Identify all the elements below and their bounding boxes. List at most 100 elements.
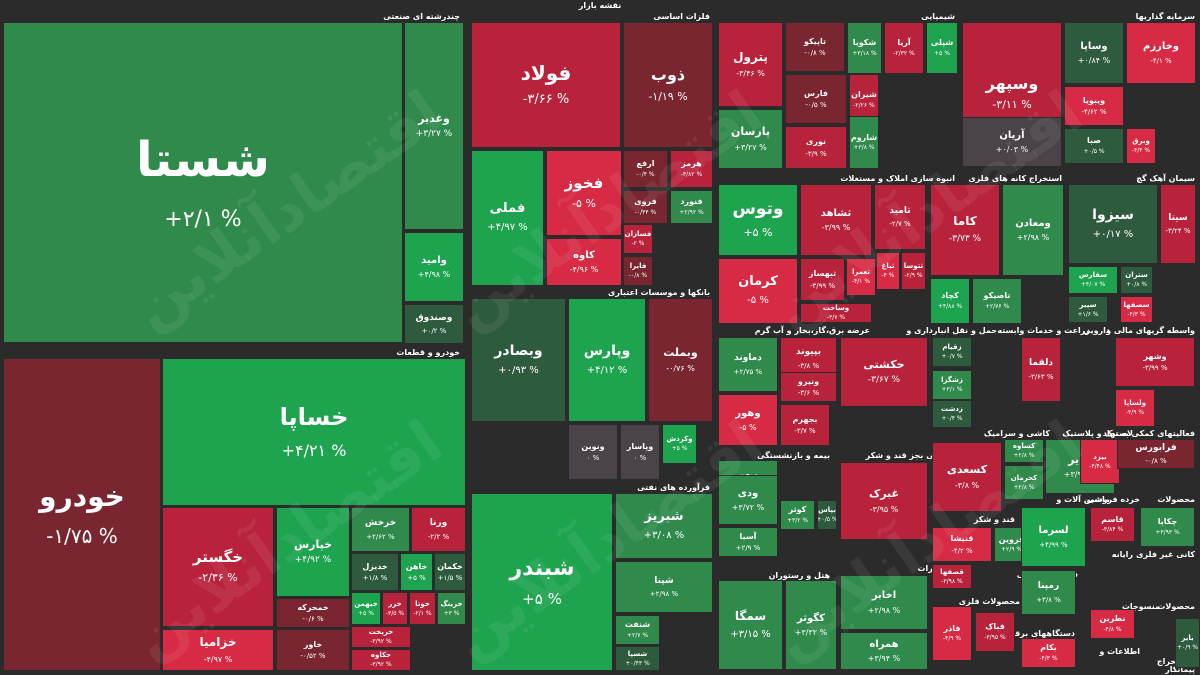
treemap-tile[interactable]: خریخت -۳/۹۲ % <box>351 626 411 648</box>
treemap-tile[interactable]: خگستر -۲/۳۶ % <box>162 507 274 627</box>
treemap-tile[interactable]: فروی -۰/۴۴ % <box>623 190 668 224</box>
treemap-tile[interactable]: خساپا +۴/۲۱ % <box>162 358 466 506</box>
treemap-tile[interactable]: آریا -۲/۳۲ % <box>884 22 924 74</box>
treemap-tile[interactable]: وبصادر +۰/۹۳ % <box>471 298 566 422</box>
treemap-tile[interactable]: پارسان +۳/۲۷ % <box>718 109 783 169</box>
treemap-tile[interactable]: ذوب -۱/۱۹ % <box>623 22 713 148</box>
treemap-tile[interactable]: خاهن +۵ % <box>400 553 433 591</box>
treemap-tile[interactable]: خپارس +۴/۹۲ % <box>276 507 350 597</box>
treemap-tile[interactable]: بایر +۰/۹ % <box>1175 618 1200 668</box>
treemap-tile[interactable]: خرخش +۲/۶۲ % <box>351 507 410 552</box>
treemap-tile[interactable]: فرابورس -۰/۸ % <box>1117 439 1195 469</box>
treemap-tile[interactable]: فباک -۳/۹۵ % <box>975 612 1015 652</box>
treemap-tile[interactable]: رمپنا +۳/۸ % <box>1021 570 1076 615</box>
treemap-tile[interactable]: ثشاهد -۳/۹۹ % <box>800 184 872 256</box>
treemap-tile[interactable]: سفارس +۴/۰۷ % <box>1068 266 1118 294</box>
treemap-tile[interactable]: کحرمان +۲/۸ % <box>1004 465 1044 500</box>
treemap-tile[interactable]: زقیام +۰/۷ % <box>932 337 972 367</box>
treemap-tile[interactable]: وغدیر +۳/۲۷ % <box>404 22 464 230</box>
treemap-tile[interactable]: نوری -۳/۹ % <box>785 126 847 169</box>
treemap-tile[interactable]: وساخت -۳/۷ % <box>800 303 872 323</box>
treemap-tile[interactable]: خزامیا -۴/۹۷ % <box>162 629 274 671</box>
treemap-tile[interactable]: تاصیکو +۲/۷۶ % <box>972 278 1022 324</box>
treemap-tile[interactable]: وبرق -۴/۴ % <box>1126 128 1156 164</box>
treemap-tile[interactable]: فارس -۰/۵ % <box>785 74 847 124</box>
treemap-tile[interactable]: وخارزم -۴/۱ % <box>1126 22 1196 84</box>
treemap-tile[interactable]: چکاپا +۳/۹۳ % <box>1140 507 1195 547</box>
treemap-tile[interactable]: شاروم +۳/۸ % <box>849 116 879 169</box>
treemap-tile[interactable]: خودرو -۱/۷۵ % <box>3 358 161 671</box>
treemap-tile[interactable]: غبرک -۳/۹۵ % <box>840 462 928 540</box>
treemap-tile[interactable]: وصندوق +۰/۲ % <box>404 304 464 344</box>
treemap-tile[interactable]: دلقما -۳/۶۳ % <box>1021 337 1061 402</box>
treemap-tile[interactable]: همراه +۳/۹۴ % <box>840 632 928 670</box>
treemap-tile[interactable]: ونیرو -۳/۶ % <box>780 372 837 402</box>
treemap-tile[interactable]: اخابر +۲/۹۸ % <box>840 575 928 630</box>
treemap-tile[interactable]: شبندر +۵ % <box>471 493 613 671</box>
treemap-tile[interactable]: زدشت +۰/۴ % <box>932 400 972 428</box>
treemap-tile[interactable]: خوتا -۲/۱ % <box>409 592 436 625</box>
treemap-tile[interactable]: سیزوا +۰/۱۷ % <box>1068 184 1158 264</box>
treemap-tile[interactable]: ثامید -۲/۷ % <box>874 184 926 250</box>
treemap-tile[interactable]: صبا +۰/۵ % <box>1064 128 1124 164</box>
treemap-tile[interactable]: کوثر +۳/۲ % <box>780 500 815 530</box>
treemap-tile[interactable]: ثتوسا -۲/۹ % <box>901 252 926 290</box>
treemap-tile[interactable]: ودی +۳/۷۲ % <box>718 475 778 525</box>
treemap-tile[interactable]: ثبهساز -۳/۹۹ % <box>800 258 845 301</box>
treemap-tile[interactable]: شستا +۲/۱ % <box>3 22 403 343</box>
treemap-tile[interactable]: قاسم -۳/۸۴ % <box>1090 507 1135 542</box>
treemap-tile[interactable]: ومعادن +۲/۹۸ % <box>1002 184 1064 276</box>
treemap-tile[interactable]: نطرین -۴/۸ % <box>1090 609 1135 639</box>
treemap-tile[interactable]: بجهرم -۳/۷ % <box>780 404 830 446</box>
treemap-tile[interactable]: سمگا +۳/۱۵ % <box>718 580 783 670</box>
treemap-tile[interactable]: وبملت -۰/۷۶ % <box>648 298 713 422</box>
treemap-tile[interactable]: خرینگ +۳ % <box>437 592 466 625</box>
treemap-tile[interactable]: وکردش +۵ % <box>662 424 697 464</box>
treemap-tile[interactable]: ویبویا -۴/۶۲ % <box>1064 86 1124 126</box>
treemap-tile[interactable]: کرمان -۵ % <box>718 258 798 324</box>
treemap-tile[interactable]: وپاسار ۰ % <box>620 424 660 480</box>
treemap-tile[interactable]: لسرما +۴/۹۹ % <box>1021 507 1086 567</box>
treemap-tile[interactable]: کساوه +۲/۸ % <box>1004 439 1044 463</box>
treemap-tile[interactable]: فخوز -۵ % <box>546 150 622 236</box>
treemap-tile[interactable]: فملی +۴/۹۷ % <box>471 150 544 286</box>
treemap-tile[interactable]: شپنا +۲/۹۸ % <box>615 561 713 613</box>
treemap-tile[interactable]: شنفت +۲/۷ % <box>615 615 660 645</box>
treemap-tile[interactable]: وتوس +۵ % <box>718 184 798 256</box>
treemap-tile[interactable]: شسپا +۰/۴۴ % <box>615 646 660 671</box>
treemap-tile[interactable]: آسیا +۲/۹ % <box>718 527 778 557</box>
treemap-tile[interactable]: کگوثر +۳/۳۲ % <box>785 580 837 670</box>
treemap-tile[interactable]: کاما -۳/۷۳ % <box>930 184 1000 276</box>
treemap-tile[interactable]: فسازان -۲ % <box>623 224 653 254</box>
treemap-tile[interactable]: وهور -۵ % <box>718 394 778 446</box>
treemap-tile[interactable]: خکمان +۱/۵ % <box>434 553 466 591</box>
treemap-tile[interactable]: ونوین ۰ % <box>568 424 618 480</box>
treemap-tile[interactable]: وساپا +۰/۸۴ % <box>1064 22 1124 84</box>
treemap-tile[interactable]: وشهر -۳/۹۹ % <box>1115 337 1195 387</box>
treemap-tile[interactable]: فنورد +۲/۹۲ % <box>670 190 713 224</box>
treemap-tile[interactable]: دماوند +۲/۷۵ % <box>718 337 778 392</box>
treemap-tile[interactable]: ارفع -۰/۴ % <box>623 150 668 188</box>
treemap-tile[interactable]: آریان +۰/۰۳ % <box>962 117 1062 167</box>
treemap-tile[interactable]: سپیر +۱/۶ % <box>1068 296 1108 323</box>
treemap-tile[interactable]: کاوه -۴/۹۶ % <box>546 238 622 286</box>
treemap-tile[interactable]: کچاد +۴/۸۸ % <box>930 278 970 324</box>
treemap-tile[interactable]: شکویا +۳/۱۸ % <box>847 22 882 74</box>
treemap-tile[interactable]: شپلی +۵ % <box>926 22 958 74</box>
treemap-tile[interactable]: ستران +۰/۸ % <box>1120 266 1153 294</box>
treemap-tile[interactable]: شبریز +۳/۰۸ % <box>615 493 713 559</box>
treemap-tile[interactable]: خزر -۳/۵ % <box>382 592 408 625</box>
treemap-tile[interactable]: فایرا -۰/۸ % <box>623 256 653 286</box>
treemap-tile[interactable]: وامید +۴/۹۸ % <box>404 232 464 302</box>
treemap-tile[interactable]: پترول -۳/۴۶ % <box>718 22 783 107</box>
treemap-tile[interactable]: حکشتی -۳/۶۷ % <box>840 337 928 407</box>
treemap-tile[interactable]: خدیزل +۱/۸ % <box>351 553 399 591</box>
treemap-tile[interactable]: حکاوه -۳/۹۲ % <box>351 649 411 671</box>
treemap-tile[interactable]: بکام -۴/۳ % <box>1021 638 1076 668</box>
treemap-tile[interactable]: ورنا -۲/۲ % <box>411 507 466 552</box>
treemap-tile[interactable]: ولساپا -۴/۹ % <box>1115 389 1155 427</box>
treemap-tile[interactable]: فولاد -۳/۶۶ % <box>471 22 621 148</box>
treemap-tile[interactable]: زشگزا +۳/۱ % <box>932 370 972 400</box>
treemap-tile[interactable]: هرمز -۳/۸۲ % <box>670 150 713 188</box>
treemap-tile[interactable]: خاور -۰/۵۲ % <box>276 629 350 671</box>
